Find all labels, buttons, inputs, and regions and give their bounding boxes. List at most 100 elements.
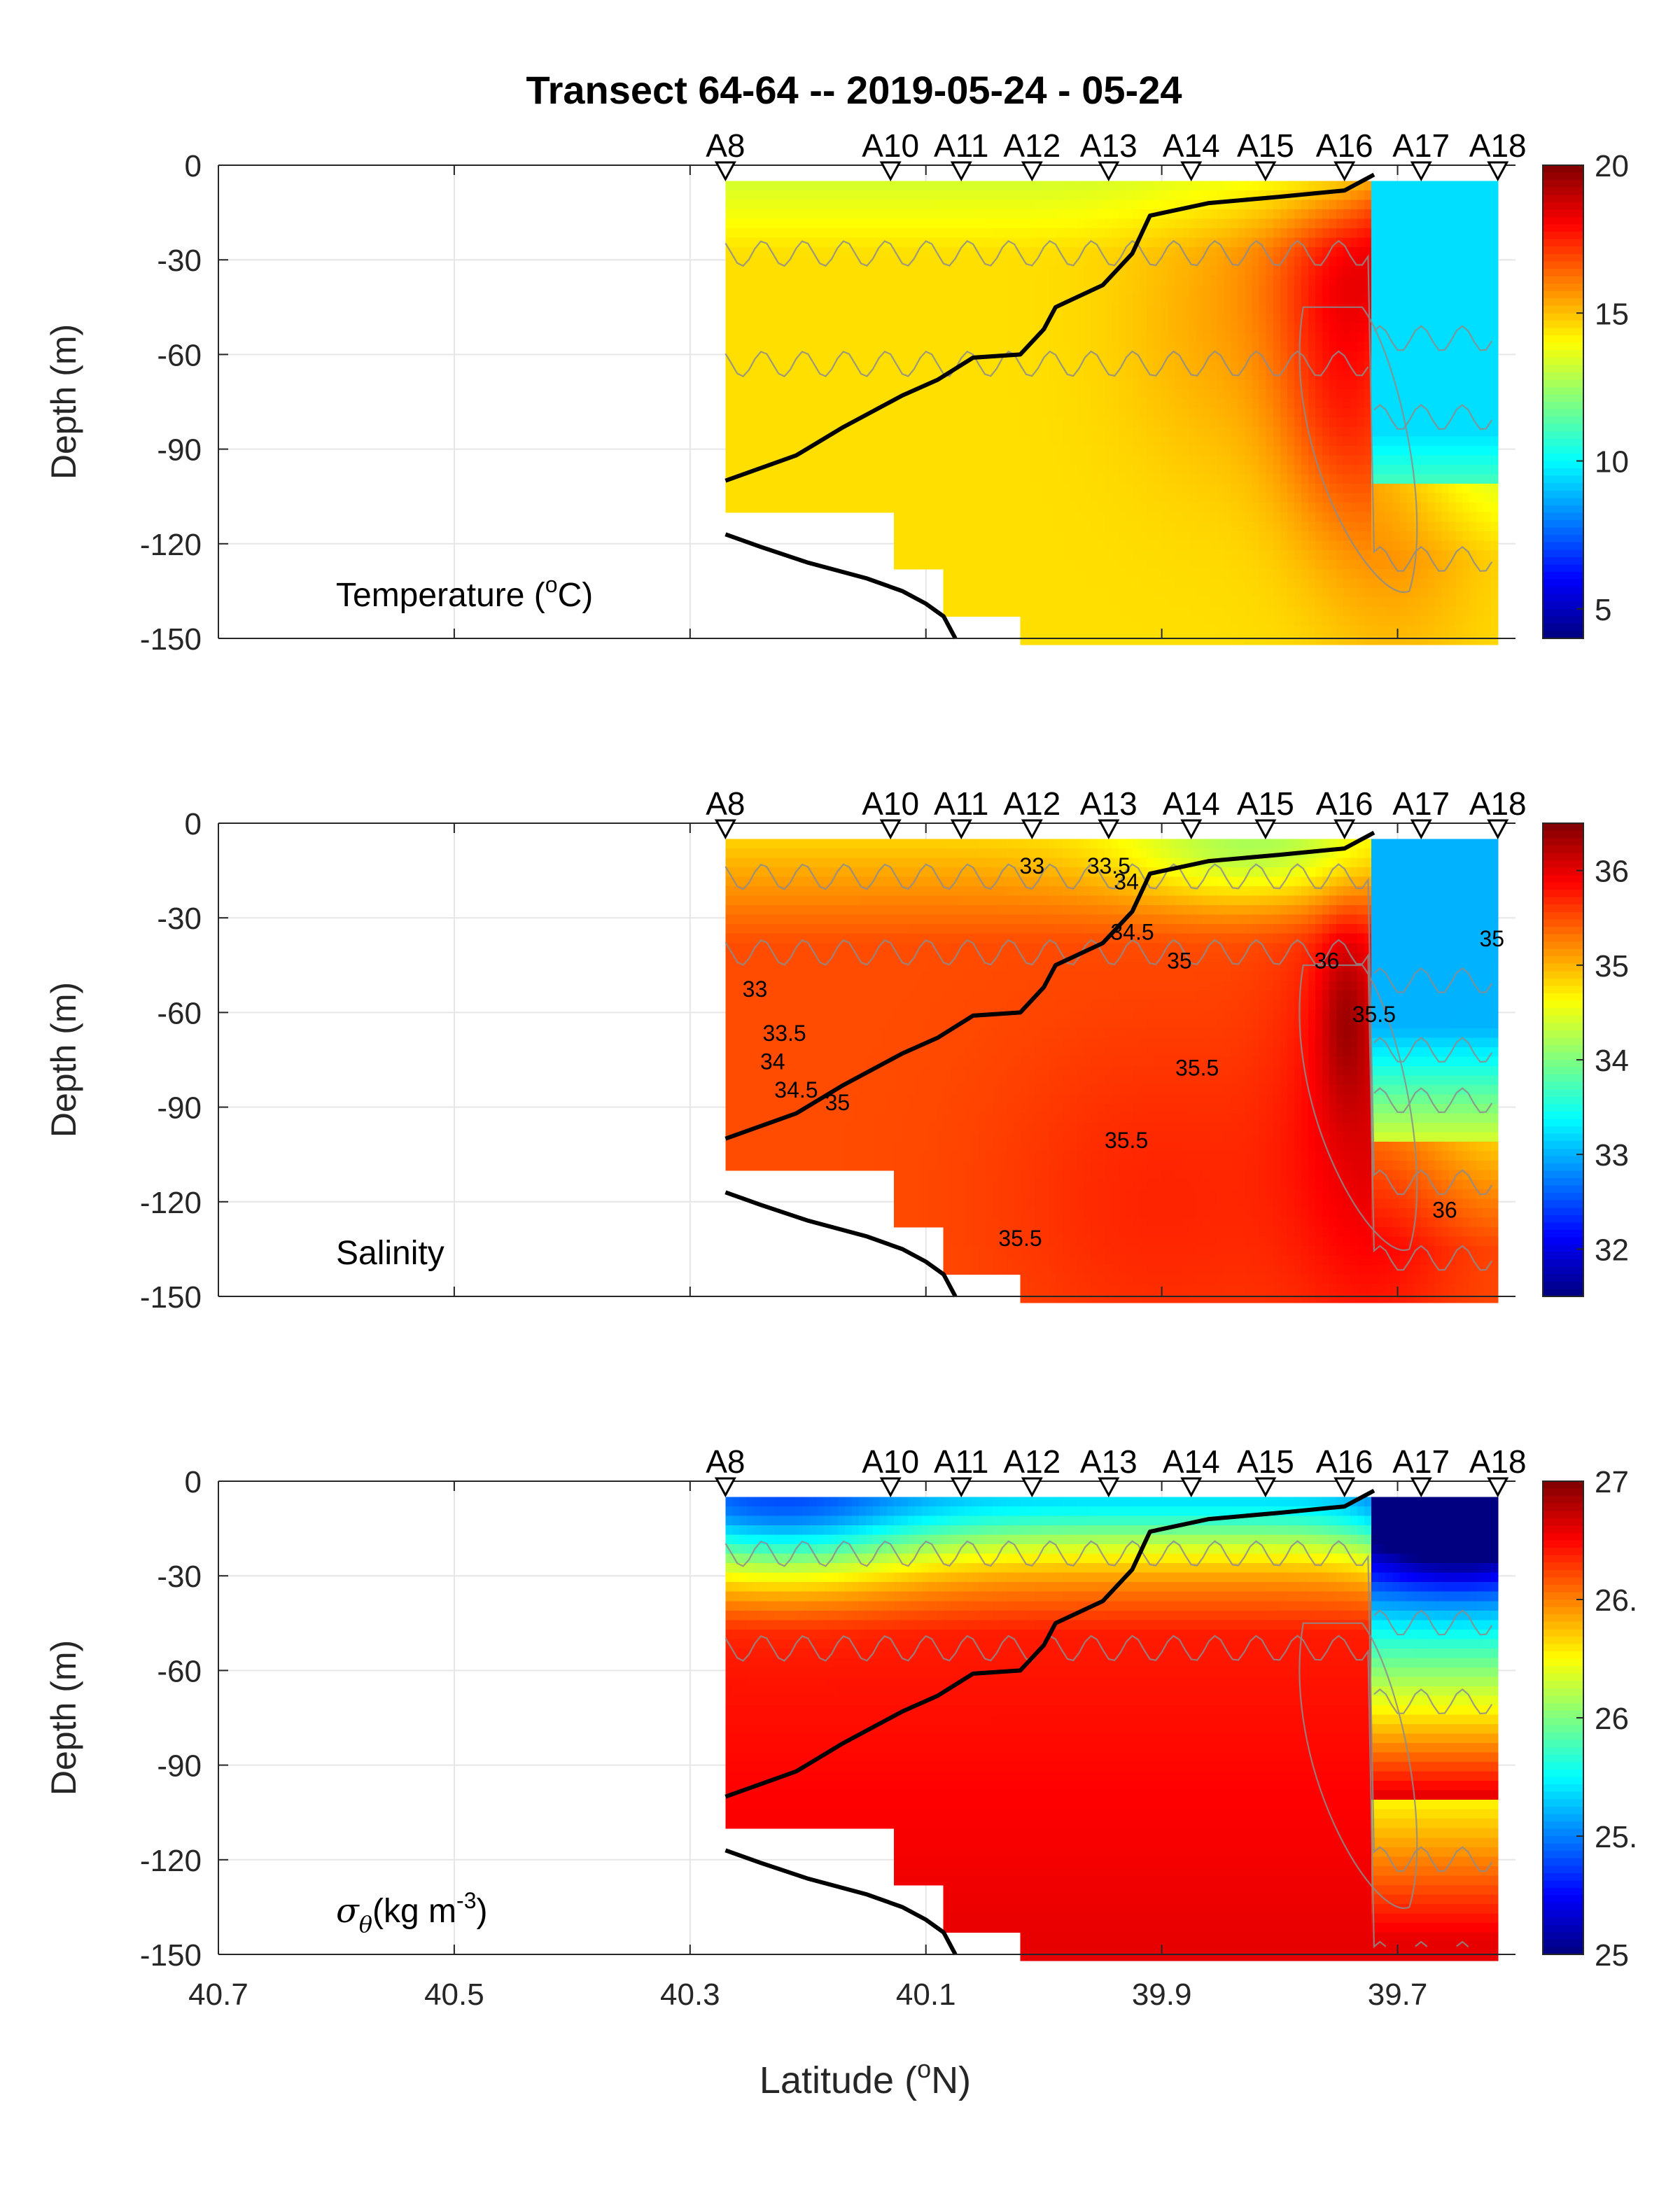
- heatmap-cell: [1231, 360, 1239, 371]
- heatmap-cell: [1350, 190, 1358, 201]
- heatmap-cell: [1441, 503, 1450, 513]
- heatmap-cell: [1301, 370, 1309, 381]
- heatmap-cell: [1322, 209, 1330, 220]
- heatmap-cell: [1076, 446, 1084, 456]
- heatmap-cell: [1062, 360, 1070, 371]
- heatmap-cell: [1154, 522, 1161, 532]
- heatmap-cell: [1406, 484, 1414, 494]
- heatmap-cell: [1041, 578, 1049, 589]
- heatmap-cell: [1322, 522, 1330, 532]
- heatmap-cell: [922, 209, 930, 220]
- heatmap-cell: [1055, 597, 1063, 608]
- heatmap-cell: [802, 228, 811, 239]
- heatmap-cell: [1245, 550, 1253, 560]
- heatmap-cell: [788, 209, 797, 220]
- heatmap-cell: [1329, 228, 1337, 239]
- heatmap-cell: [915, 465, 923, 475]
- heatmap-cell: [1168, 446, 1175, 456]
- heatmap-cell: [1441, 531, 1450, 541]
- heatmap-cell: [1245, 266, 1253, 276]
- heatmap-cell: [1476, 304, 1485, 314]
- heatmap-cell: [1476, 436, 1485, 447]
- heatmap-cell: [985, 408, 993, 419]
- heatmap-cell: [1294, 625, 1302, 636]
- heatmap-cell: [957, 587, 965, 598]
- heatmap-cell: [887, 388, 895, 400]
- heatmap-cell: [1427, 285, 1436, 295]
- heatmap-cell: [1280, 540, 1288, 551]
- heatmap-cell: [1006, 597, 1014, 608]
- heatmap-cell: [1238, 237, 1246, 248]
- heatmap-cell: [1483, 332, 1492, 342]
- heatmap-cell: [739, 417, 748, 428]
- heatmap-cell: [1294, 218, 1302, 229]
- heatmap-cell: [1385, 578, 1393, 589]
- heatmap-cell: [1076, 247, 1084, 258]
- heatmap-cell: [1041, 540, 1049, 551]
- heatmap-cell: [1013, 408, 1021, 419]
- heatmap-cell: [1231, 408, 1239, 419]
- heatmap-cell: [1385, 304, 1393, 314]
- heatmap-cell: [1287, 512, 1295, 522]
- heatmap-cell: [1069, 218, 1077, 229]
- heatmap-cell: [1413, 218, 1421, 229]
- heatmap-cell: [1168, 474, 1175, 484]
- heatmap-cell: [1076, 522, 1084, 532]
- heatmap-cell: [915, 351, 923, 362]
- heatmap-cell: [1161, 531, 1168, 541]
- heatmap-cell: [1069, 342, 1077, 352]
- heatmap-cell: [1427, 200, 1436, 210]
- heatmap-cell: [1483, 275, 1492, 286]
- heatmap-cell: [1034, 370, 1042, 381]
- heatmap-cell: [1238, 218, 1246, 229]
- heatmap-cell: [1266, 635, 1274, 645]
- heatmap-cell: [1462, 379, 1471, 390]
- heatmap-cell: [1476, 398, 1485, 409]
- heatmap-cell: [1350, 635, 1358, 645]
- heatmap-cell: [1083, 635, 1091, 645]
- heatmap-cell: [767, 181, 776, 191]
- heatmap-cell: [788, 388, 797, 400]
- heatmap-cell: [788, 408, 797, 419]
- heatmap-cell: [802, 266, 811, 276]
- heatmap-cell: [1385, 597, 1393, 608]
- heatmap-cell: [1308, 256, 1316, 267]
- heatmap-cell: [1217, 370, 1225, 381]
- heatmap-cell: [1217, 625, 1225, 636]
- heatmap-cell: [1483, 625, 1492, 636]
- heatmap-cell: [1406, 181, 1414, 191]
- heatmap-cell: [1175, 606, 1182, 617]
- heatmap-cell: [1006, 493, 1014, 503]
- heatmap-cell: [936, 512, 944, 522]
- heatmap-cell: [809, 446, 818, 456]
- heatmap-cell: [1336, 427, 1344, 438]
- heatmap-cell: [1455, 484, 1464, 494]
- heatmap-cell: [978, 342, 986, 352]
- heatmap-cell: [964, 417, 972, 428]
- heatmap-cell: [957, 465, 965, 475]
- heatmap-cell: [1147, 190, 1154, 201]
- heatmap-cell: [1448, 512, 1457, 522]
- heatmap-cell: [865, 323, 874, 333]
- heatmap-cell: [837, 465, 846, 475]
- heatmap-cell: [929, 559, 937, 570]
- heatmap-cell: [957, 181, 965, 191]
- heatmap-cell: [978, 237, 986, 248]
- heatmap-cell: [1140, 597, 1147, 608]
- heatmap-cell: [1371, 512, 1379, 522]
- figure-title: Transect 64-64 -- 2019-05-24 - 05-24: [526, 68, 1182, 112]
- heatmap-cell: [1364, 531, 1372, 541]
- heatmap-cell: [1252, 635, 1260, 645]
- heatmap-cell: [915, 200, 923, 210]
- heatmap-cell: [1357, 465, 1365, 475]
- heatmap-cell: [1048, 436, 1056, 447]
- heatmap-cell: [985, 388, 993, 400]
- heatmap-cell: [1406, 578, 1414, 589]
- heatmap-cell: [1413, 237, 1421, 248]
- heatmap-cell: [1406, 398, 1414, 409]
- heatmap-cell: [1294, 275, 1302, 286]
- heatmap-cell: [1301, 342, 1309, 352]
- heatmap-cell: [1013, 446, 1021, 456]
- heatmap-cell: [1420, 625, 1429, 636]
- heatmap-cell: [1371, 275, 1379, 286]
